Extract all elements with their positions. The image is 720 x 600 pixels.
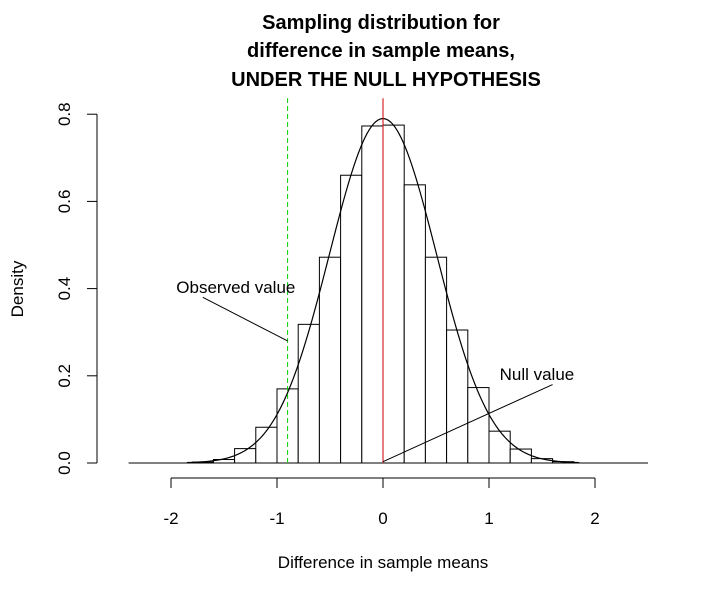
y-tick-label: 0.6 — [55, 190, 74, 214]
null-value-pointer — [382, 384, 553, 463]
histogram-bar — [318, 256, 342, 464]
x-tick-label: 0 — [378, 509, 387, 528]
x-tick-label: 1 — [484, 509, 493, 528]
histogram-bar — [488, 430, 511, 464]
observed-value-pointer — [202, 296, 288, 342]
histogram-bar — [297, 323, 320, 464]
x-tick-label: -1 — [269, 509, 284, 528]
chart-title-line-2: difference in sample means, — [247, 40, 515, 62]
histogram-bars — [128, 124, 648, 464]
histogram-bar — [255, 426, 278, 464]
chart-title-line-1: Sampling distribution for — [262, 12, 500, 34]
reference-lines — [287, 98, 384, 463]
x-axis: -2 -1 0 1 2 — [163, 477, 600, 528]
histogram-bar — [361, 125, 384, 464]
y-axis-label: Density — [8, 260, 27, 317]
y-axis: 0.0 0.2 0.4 0.6 0.8 — [55, 102, 98, 475]
y-tick-label: 0.4 — [55, 277, 74, 301]
histogram-bar — [382, 124, 405, 464]
y-tick-label: 0.8 — [55, 102, 74, 126]
histogram-bar — [467, 387, 490, 464]
x-tick-label: -2 — [163, 509, 178, 528]
annotations: Observed value Null value — [176, 278, 575, 463]
y-tick-label: 0.0 — [55, 451, 74, 475]
x-tick-label: 2 — [590, 509, 599, 528]
y-tick-label: 0.2 — [55, 364, 74, 388]
chart-title-line-3: UNDER THE NULL HYPOTHESIS — [231, 69, 541, 91]
histogram-bar — [424, 256, 448, 464]
histogram-bar — [340, 174, 363, 464]
histogram-bar — [446, 329, 469, 464]
histogram-bar — [403, 184, 426, 464]
chart-title: Sampling distribution for difference in … — [231, 12, 541, 91]
x-axis-label: Difference in sample means — [278, 553, 488, 572]
null-value-label: Null value — [500, 365, 575, 384]
observed-value-label: Observed value — [176, 278, 295, 297]
